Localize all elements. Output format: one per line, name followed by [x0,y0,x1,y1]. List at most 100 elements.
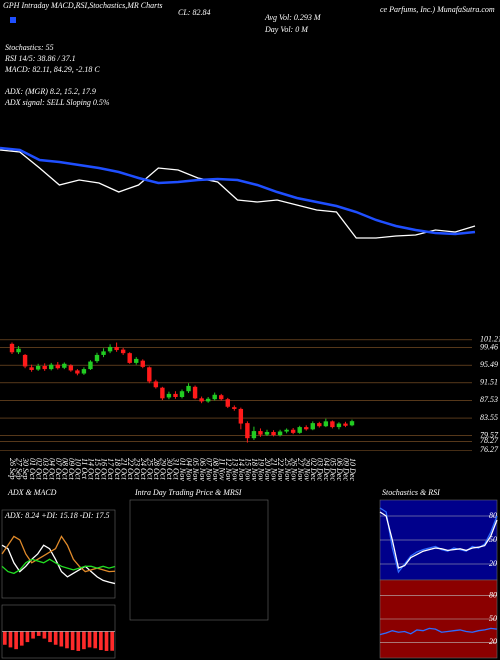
bar [76,631,81,651]
bar [82,631,86,650]
panel-title: Stochastics & RSI [382,488,440,497]
candle-body [284,429,289,432]
candle-body [225,399,230,407]
candle-body [323,421,329,427]
x-tick-label: 05 Dec [329,458,338,481]
candle-body [212,394,217,400]
annotation: Day Vol: 0 M [264,25,309,34]
candle-body [179,391,185,397]
candle-body [55,364,60,369]
x-tick-label: 09 Dec [342,458,351,481]
candle-body [62,363,67,368]
candle-body [271,431,276,436]
annotation: ce Parfums, Inc.) MunafaSutra.com [380,5,495,14]
candle-body [134,358,139,363]
x-tick-label: 12 Nov [224,458,233,481]
y-tick-label: 91.51 [480,378,498,387]
x-tick-label: 27 Sep [15,458,24,480]
x-tick-label: 11 Oct [80,458,89,480]
candle-body [42,365,47,370]
chart-title: GPH Intraday MACD,RSI,Stochastics,MR Cha… [3,1,163,10]
x-tick-label: 27 Nov [296,458,305,481]
candle-body [310,423,315,430]
bar [99,631,103,651]
x-tick-label: 14 Nov [237,458,246,481]
bar [104,631,109,651]
candle-body [205,398,211,402]
candle-body [290,429,296,433]
candle-body [88,361,93,370]
x-tick-label: 04 Nov [185,458,194,481]
candle-body [297,427,302,433]
panel-title: ADX & MACD [7,488,57,497]
candle-body [120,349,126,354]
candle-body [304,427,309,430]
x-tick-label: 09 Oct [67,458,76,480]
y-tick-label: 79.57 [480,430,499,439]
y-tick-label: 76.27 [480,445,499,454]
candle-body [68,365,74,371]
x-tick-label: 26 Nov [289,458,298,481]
candle-body [343,423,348,426]
bar [31,631,35,639]
x-tick-label: 04 Dec [322,458,331,481]
bar [65,631,69,649]
x-tick-label: 30 Sep [21,457,30,480]
line-series [0,146,476,236]
annotation: ADX: (MGR) 8.2, 15.2, 17.9 [4,87,96,96]
x-tick-label: 25 Oct [145,458,154,480]
x-tick-label: 24 Oct [139,458,148,480]
annotation: ADX: 8.24 +DI: 15.18 -DI: 17.5 [4,511,110,520]
candle-body [245,423,250,439]
line-series [1,558,116,575]
x-tick-label: 11 Nov [217,458,226,481]
x-tick-label: 21 Oct [119,458,128,480]
x-tick-label: 03 Oct [41,458,50,480]
candle-body [29,367,34,370]
y-tick-label: 80 [489,590,497,599]
x-tick-label: 10 Dec [348,458,357,481]
x-tick-label: 10 Oct [74,458,83,480]
y-tick-label: 20 [489,637,497,646]
candle-body [264,431,270,435]
x-tick-label: 16 Oct [100,458,109,480]
bar [110,631,114,651]
candle-body [160,387,165,399]
x-tick-label: 14 Oct [87,458,96,480]
x-tick-label: 02 Oct [34,458,43,480]
y-tick-label: 95.49 [480,360,498,369]
x-tick-label: 22 Oct [126,458,135,480]
candle-body [81,369,87,374]
x-tick-label: 18 Oct [113,458,122,480]
candle-body [317,423,322,427]
annotation: CL: 82.84 [178,8,210,17]
y-tick-label: 20 [489,559,497,568]
line-series [379,627,498,636]
bar [8,631,13,648]
candle-body [16,348,21,353]
candle-body [277,431,283,436]
bar [93,631,98,649]
x-tick-label: 01 Nov [178,458,187,481]
panel-title: Intra Day Trading Price & MRSI [134,488,242,497]
panel-border [1,509,116,599]
candle-body [140,360,145,367]
y-tick-label: 87.53 [480,395,498,404]
annotation: Avg Vol: 0.293 M [264,13,322,22]
x-tick-label: 19 Nov [257,458,266,481]
y-tick-label: 50 [489,535,497,544]
bar [14,631,18,650]
x-tick-label: 29 Oct [159,458,168,480]
panel-border [129,499,269,621]
candle-body [336,423,342,428]
candle-body [238,408,244,424]
bar [3,631,7,645]
bar [42,631,47,639]
bar [59,631,64,647]
candle-body [330,421,335,428]
bar [19,631,24,646]
y-tick-label: 99.46 [480,342,498,351]
x-tick-label: 08 Oct [60,458,69,480]
candle-body [35,365,41,370]
